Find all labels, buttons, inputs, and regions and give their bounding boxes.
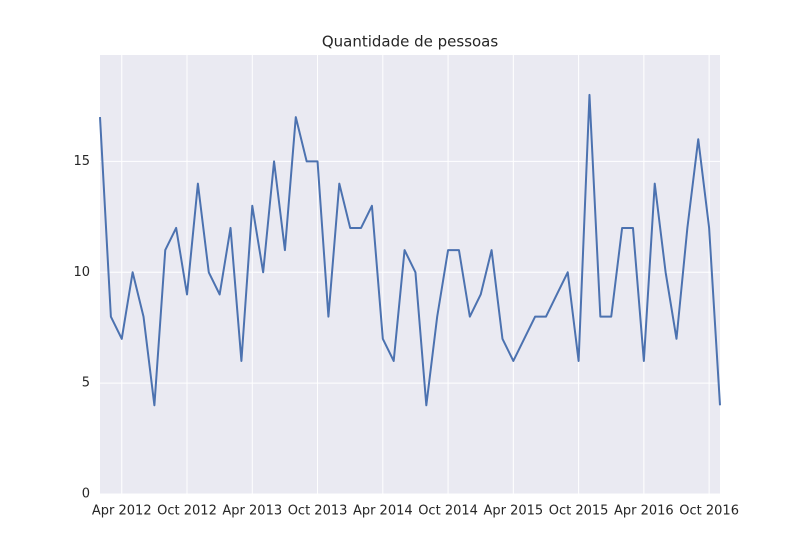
x-tick-label: Apr 2016	[614, 504, 674, 519]
data-line	[99, 93, 721, 407]
x-tick-label: Oct 2016	[679, 504, 739, 519]
x-tick-label: Apr 2013	[222, 504, 282, 519]
x-tick-label: Oct 2015	[549, 504, 609, 519]
y-tick-label: 10	[73, 265, 90, 280]
x-tick-label: Apr 2012	[92, 504, 152, 519]
y-tick-label: 5	[82, 376, 90, 391]
plot-background	[100, 55, 720, 494]
x-tick-label: Oct 2013	[288, 504, 348, 519]
x-tick-label: Apr 2015	[483, 504, 543, 519]
y-tick-label: 15	[73, 154, 90, 169]
x-tick-label: Apr 2014	[353, 504, 413, 519]
x-tick-label: Oct 2014	[418, 504, 478, 519]
y-tick-label: 0	[82, 487, 90, 502]
chart-title: Quantidade de pessoas	[322, 33, 499, 51]
x-tick-label: Oct 2012	[157, 504, 217, 519]
